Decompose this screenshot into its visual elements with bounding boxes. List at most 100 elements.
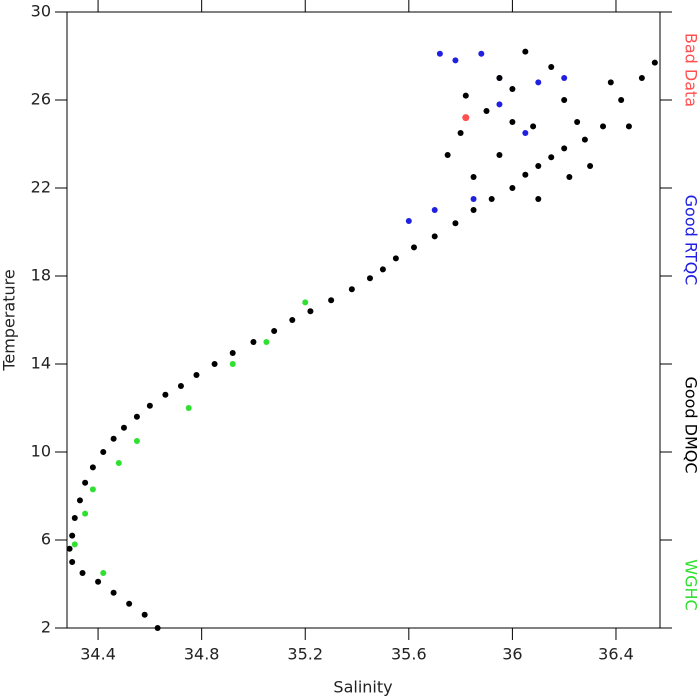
data-point: [271, 328, 278, 334]
data-point: [379, 266, 386, 273]
data-point: [625, 123, 632, 130]
legend-entry: Bad Data: [682, 33, 700, 107]
data-point: [444, 152, 451, 158]
data-point: [126, 600, 133, 607]
legend-entry: Good RTQC: [682, 195, 700, 286]
data-point: [177, 383, 184, 389]
data-point: [462, 114, 470, 122]
data-point: [431, 207, 438, 213]
data-point: [115, 460, 122, 466]
data-point: [120, 424, 127, 431]
data-point: [509, 86, 516, 92]
y-tick-label: 22: [31, 178, 51, 197]
data-point: [522, 130, 529, 136]
data-point: [607, 79, 614, 86]
data-point: [522, 171, 529, 178]
y-tick-label: 6: [41, 530, 51, 549]
data-point: [66, 545, 73, 552]
data-point: [328, 297, 335, 304]
data-point: [229, 361, 236, 367]
data-point: [289, 317, 296, 323]
data-point: [79, 570, 86, 576]
data-point: [509, 185, 516, 191]
y-tick-label: 10: [31, 442, 51, 461]
data-point: [566, 174, 573, 180]
data-point: [110, 589, 117, 596]
data-point: [366, 275, 373, 282]
plot-frame: [66, 11, 661, 629]
data-point: [211, 361, 218, 367]
x-axis-label: Salinity: [333, 678, 392, 697]
data-point: [185, 405, 192, 411]
data-point: [82, 510, 89, 517]
legend-entry: Good DMQC: [682, 376, 700, 473]
data-point: [522, 48, 529, 55]
data-point: [229, 350, 236, 356]
x-tick-label: 36.4: [598, 645, 634, 664]
x-tick-label: 34.8: [184, 645, 220, 664]
y-tick-label: 30: [31, 2, 51, 21]
data-point: [133, 438, 140, 444]
data-point: [410, 244, 417, 251]
data-point: [95, 578, 102, 585]
data-point: [82, 479, 89, 486]
data-point: [587, 163, 594, 169]
data-point: [110, 435, 117, 442]
data-point: [651, 59, 658, 66]
data-point: [100, 570, 107, 576]
data-point: [496, 101, 503, 108]
data-point: [71, 541, 78, 548]
data-point: [483, 108, 490, 114]
x-tick-label: 34.4: [80, 645, 116, 664]
data-point: [405, 218, 412, 224]
data-point: [100, 449, 107, 455]
data-point: [496, 75, 503, 81]
data-point: [561, 97, 568, 103]
data-point: [509, 119, 516, 125]
data-point: [574, 119, 581, 125]
data-point: [470, 207, 477, 213]
data-point: [452, 220, 459, 227]
data-point: [76, 497, 83, 504]
data-point: [69, 532, 76, 539]
data-point: [530, 123, 537, 130]
data-point: [561, 75, 568, 81]
data-point: [146, 402, 153, 409]
y-tick-label: 26: [31, 90, 51, 109]
legend-entry: WGHC: [682, 559, 700, 610]
data-point: [488, 196, 495, 202]
data-point: [162, 391, 169, 398]
y-axis-label: Temperature: [0, 269, 19, 371]
data-point: [478, 50, 485, 57]
x-tick-label: 36: [502, 645, 522, 664]
data-point: [462, 92, 469, 99]
y-tick-label: 2: [41, 618, 51, 637]
data-point: [69, 559, 76, 565]
data-point: [452, 57, 459, 64]
data-point: [638, 75, 645, 81]
y-tick-label: 14: [31, 354, 51, 373]
data-point: [431, 233, 438, 240]
data-point: [250, 339, 257, 345]
data-point: [89, 464, 96, 471]
data-point: [457, 130, 464, 136]
data-point: [89, 486, 96, 493]
data-point: [600, 123, 607, 130]
data-point: [302, 299, 309, 306]
data-point: [561, 145, 568, 152]
data-point: [548, 64, 555, 70]
data-point: [392, 255, 399, 262]
data-point: [71, 515, 78, 521]
y-tick-label: 18: [31, 266, 51, 285]
data-point: [193, 372, 200, 378]
data-point: [154, 625, 161, 631]
data-point: [307, 308, 314, 315]
data-point: [133, 413, 140, 420]
data-point: [496, 152, 503, 158]
x-tick-label: 35.6: [391, 645, 427, 664]
x-tick-label: 35.2: [287, 645, 323, 664]
data-point: [141, 611, 148, 618]
data-point: [263, 339, 270, 345]
data-point: [470, 174, 477, 180]
